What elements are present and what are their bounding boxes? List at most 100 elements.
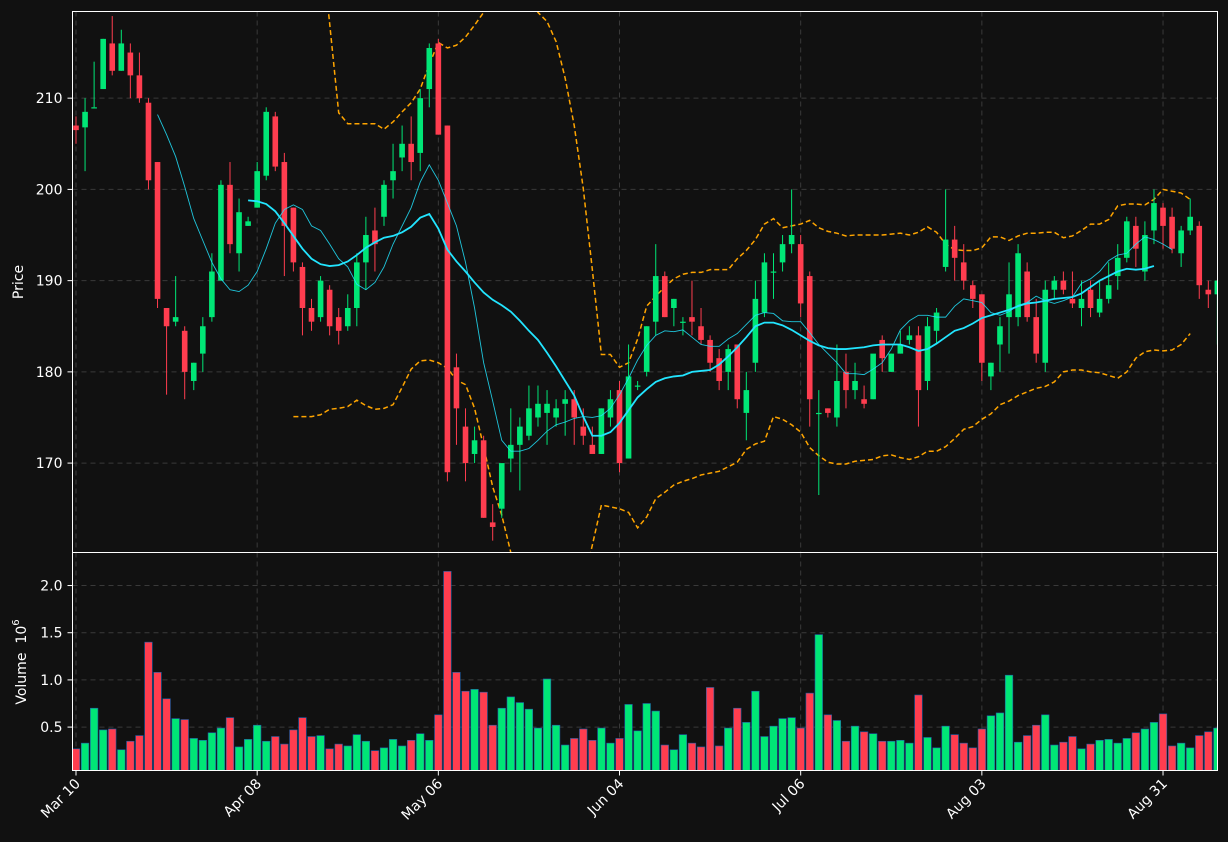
candle-body (589, 444, 596, 454)
candle-body (1060, 280, 1067, 290)
volume-tick-label: 1.5 (40, 626, 62, 642)
volume-bar (1086, 743, 1095, 771)
volume-bar (878, 740, 887, 771)
candle-body (181, 330, 188, 372)
volume-bar (1050, 744, 1059, 771)
volume-bar (905, 742, 914, 771)
candle-body (933, 312, 940, 331)
volume-bar (398, 745, 407, 771)
candle-body (652, 276, 659, 322)
candle-body (625, 376, 632, 459)
volume-bar (99, 729, 108, 771)
volume-bar (624, 704, 633, 771)
candle-body (163, 308, 170, 327)
volume-bar (216, 727, 226, 771)
candle-body (354, 262, 360, 309)
candle-body (190, 362, 197, 381)
volume-bar (198, 740, 207, 771)
candle-body (1006, 294, 1012, 318)
candle-body (1178, 230, 1184, 254)
candle-body (245, 221, 251, 226)
candle-body (979, 294, 985, 363)
candle-body (988, 362, 994, 377)
volume-bar (425, 740, 434, 771)
volume-bar (733, 707, 742, 771)
candle-body (571, 399, 578, 418)
bollinger-upper-line (327, 11, 1191, 369)
volume-bar (850, 725, 860, 771)
volume-bar (805, 692, 814, 771)
volume-bar (253, 724, 262, 771)
volume-tick-label: 1.0 (40, 673, 62, 689)
volume-bar (262, 740, 271, 771)
volume-bar (950, 734, 959, 771)
candle-body (308, 308, 315, 322)
candle-body (390, 171, 396, 181)
volume-bar (1023, 735, 1032, 771)
candle-body (1214, 280, 1218, 295)
volume-bar (316, 735, 325, 771)
price-tick-label: 170 (36, 456, 63, 472)
volume-bar (642, 703, 651, 771)
candle-body (118, 43, 125, 71)
candle-body (698, 326, 704, 340)
candle-body (344, 308, 351, 327)
candle-body (326, 289, 333, 327)
volume-bar (80, 742, 90, 771)
candle-body (172, 317, 179, 322)
volume-bar (787, 717, 796, 771)
candle-body (489, 522, 496, 527)
candle-body (109, 43, 116, 71)
candle-body (526, 408, 532, 436)
volume-bar (651, 710, 660, 771)
price-tick-label: 180 (36, 365, 63, 381)
candle-body (951, 239, 958, 258)
moving-average-long (248, 199, 1155, 437)
bollinger-lower-line (293, 333, 1191, 553)
volume-bar (615, 738, 624, 771)
candle-body (1015, 253, 1021, 318)
volume-bar (995, 712, 1005, 771)
volume-bar (796, 727, 805, 771)
volume-bar (388, 739, 398, 771)
volume-tick-label: 0.5 (40, 720, 62, 736)
candle-body (1133, 225, 1139, 249)
volume-bar (207, 732, 216, 771)
volume-bar (1104, 739, 1113, 771)
volume-bar (760, 736, 769, 771)
candle-body (761, 262, 768, 313)
candle-body (788, 235, 795, 245)
candle-body (254, 171, 260, 208)
price-y-ticks: 170 180 190 200 210 (36, 91, 73, 472)
volume-bar (533, 727, 543, 771)
volume-bar (307, 736, 316, 771)
volume-bar (977, 728, 986, 771)
candle-body (200, 326, 206, 354)
candle-body (671, 298, 677, 309)
volume-bar (126, 740, 135, 771)
candle-body (127, 52, 134, 76)
volume-axis-label-base: 10 (14, 626, 30, 644)
candle-body (797, 244, 804, 304)
volume-bar (1032, 724, 1041, 771)
volume-bar (660, 744, 669, 771)
candle-body (73, 125, 79, 131)
candle-body (1105, 285, 1112, 299)
volume-bar (914, 694, 923, 771)
candle-body (806, 276, 813, 400)
candle-body (299, 266, 306, 309)
volume-bar (705, 687, 715, 771)
candle-body (136, 75, 143, 99)
candle-body (91, 107, 97, 109)
volume-bar (724, 727, 733, 771)
volume-bar (986, 715, 996, 771)
volume-bar (1158, 713, 1168, 771)
volume-bar (90, 707, 99, 771)
candle-body (942, 239, 949, 267)
candle-body (236, 212, 242, 254)
volume-bar (570, 738, 579, 771)
volume-bar (1122, 738, 1131, 771)
volume-bar (1131, 732, 1140, 771)
volume-bar (479, 691, 488, 771)
volume-bar (1204, 731, 1213, 771)
